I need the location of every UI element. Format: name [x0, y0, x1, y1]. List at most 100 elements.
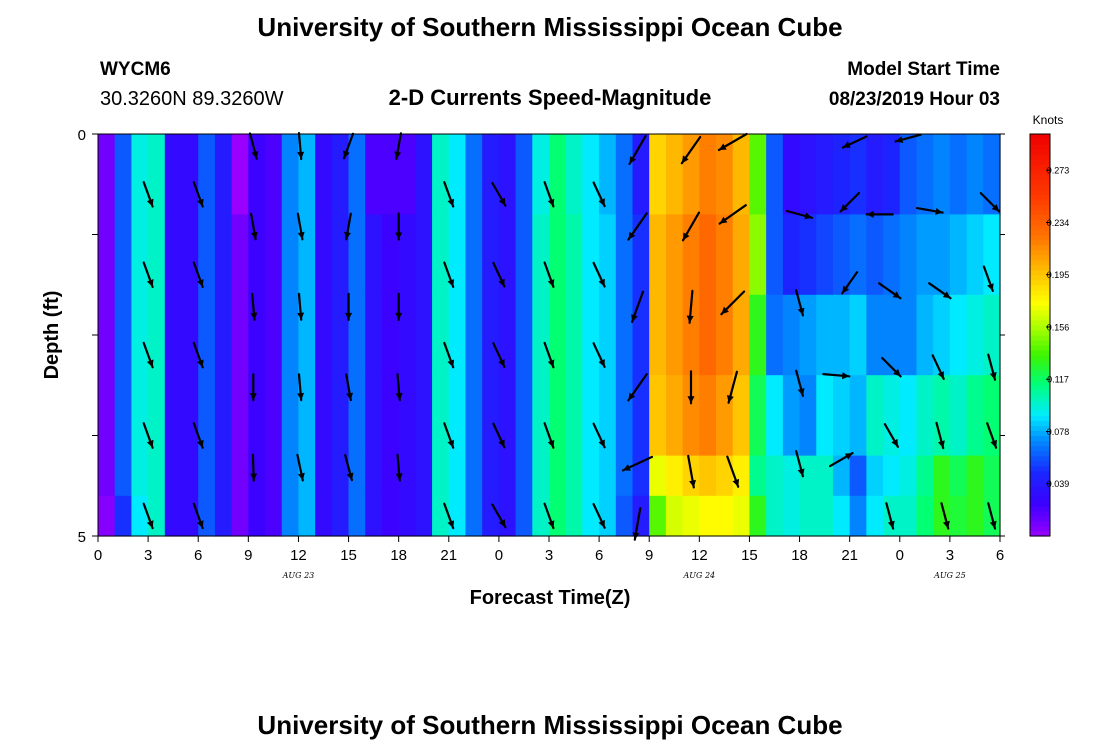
heatmap-cell: [348, 294, 366, 376]
heatmap-cell: [949, 214, 968, 296]
colorbar-segment: [1030, 370, 1050, 376]
heatmap-cell: [732, 375, 751, 457]
current-arrow: [720, 290, 746, 316]
heatmap-cell: [331, 134, 350, 215]
colorbar-segment: [1030, 350, 1050, 356]
heatmap-cell: [532, 214, 550, 296]
heatmap-cell: [816, 134, 834, 215]
heatmap-cell: [615, 294, 634, 376]
heatmap-cell: [415, 495, 433, 537]
heatmap-cell: [716, 294, 734, 376]
colorbar-segment: [1030, 455, 1050, 462]
arrow-head: [498, 519, 506, 528]
arrow-head: [937, 371, 944, 379]
heatmap-cell: [448, 294, 467, 376]
heatmap-cell: [348, 495, 366, 537]
arrow-head: [346, 472, 354, 481]
heatmap-cell: [231, 294, 249, 376]
heatmap-cell: [565, 375, 583, 457]
current-vectors: [142, 132, 1001, 541]
heatmap-cell: [983, 375, 1001, 457]
heatmap-cell: [549, 294, 567, 376]
heatmap-cell: [832, 455, 851, 497]
heatmap-cell: [832, 214, 851, 296]
colorbar-segment: [1030, 505, 1050, 512]
heatmap-cell: [398, 214, 416, 296]
heatmap-cell: [966, 214, 984, 296]
heatmap-cell: [749, 375, 767, 457]
current-arrow: [492, 342, 506, 368]
arrow-head: [498, 197, 506, 206]
heatmap-cell: [381, 134, 400, 215]
current-arrow: [142, 181, 154, 208]
current-arrow: [395, 373, 403, 402]
colorbar-segment: [1030, 194, 1050, 200]
colorbar-tick-label: 0.078: [1047, 427, 1070, 437]
colorbar-segment: [1030, 309, 1050, 316]
heatmap-cell: [465, 495, 483, 537]
heatmap-cell: [281, 214, 300, 296]
heatmap-cell: [114, 214, 132, 296]
current-arrow: [795, 289, 805, 317]
heatmap-cell: [398, 134, 416, 215]
heatmap-cell: [198, 294, 216, 376]
arrow-head: [395, 232, 403, 240]
arrow-head: [297, 312, 305, 320]
heatmap-cell: [549, 455, 567, 497]
current-arrow: [828, 452, 854, 468]
heatmap-cell: [983, 294, 1001, 376]
heatmap-cell: [866, 375, 884, 457]
heatmap-cell: [766, 294, 784, 376]
arrow-head: [623, 464, 631, 471]
heatmap-cell: [933, 495, 951, 537]
y-axis-label: Depth (ft): [41, 291, 63, 380]
heatmap-cell: [114, 495, 132, 537]
current-arrow: [492, 261, 506, 288]
heatmap-cell: [532, 294, 550, 376]
heatmap-cell: [782, 294, 801, 376]
colorbar-segment: [1030, 495, 1050, 502]
heatmap-cell: [949, 134, 968, 215]
colorbar-segment: [1030, 340, 1050, 346]
colorbar-segment: [1030, 254, 1050, 261]
heatmap-cell: [148, 455, 166, 497]
heatmap-cell: [181, 375, 199, 457]
heatmap-cell: [816, 495, 834, 537]
current-arrow: [935, 421, 945, 450]
arrow-head: [866, 210, 874, 218]
station-id: WYCM6: [100, 59, 171, 80]
current-arrow: [687, 454, 696, 489]
heatmap-cell: [198, 375, 216, 457]
colorbar-segment: [1030, 515, 1050, 522]
colorbar-segment: [1030, 360, 1050, 366]
current-arrow: [344, 454, 354, 482]
arrow-head: [251, 150, 259, 159]
heatmap-cell: [298, 455, 316, 497]
x-tick-label: 6: [996, 547, 1004, 564]
current-arrow: [877, 282, 902, 300]
current-arrow: [345, 373, 353, 402]
heatmap-cell: [448, 375, 467, 457]
colorbar-segment: [1030, 450, 1050, 457]
arrow-head: [498, 278, 505, 287]
heatmap-cell: [432, 375, 450, 457]
current-arrow: [142, 341, 154, 369]
current-arrow: [250, 453, 258, 482]
chart-title: 2-D Currents Speed-Magnitude: [389, 85, 712, 110]
current-arrow: [865, 210, 894, 218]
arrow-head: [991, 204, 1000, 212]
heatmap-cell: [766, 455, 784, 497]
current-arrow: [395, 453, 403, 482]
current-arrow: [795, 450, 805, 478]
heatmap-cell: [131, 495, 149, 537]
current-arrow: [621, 455, 654, 472]
current-arrow: [492, 422, 506, 449]
heatmap-cell: [148, 134, 166, 215]
arrow-head: [297, 472, 305, 481]
heatmap-cell: [214, 134, 233, 215]
arrow-head: [935, 208, 943, 215]
heatmap-cell: [766, 134, 784, 215]
current-arrow: [915, 207, 944, 215]
heatmap-cell: [966, 495, 984, 537]
heatmap-cell: [214, 294, 233, 376]
